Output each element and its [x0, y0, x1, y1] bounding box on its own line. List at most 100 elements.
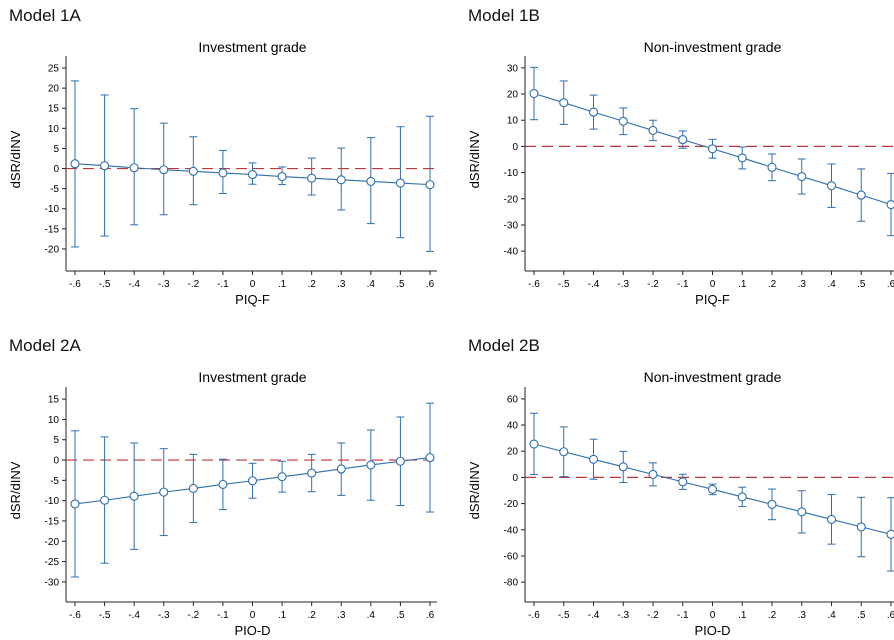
data-point — [737, 153, 747, 163]
data-point — [395, 456, 405, 466]
chart-title: Non-investment grade — [644, 39, 782, 55]
data-point — [188, 483, 198, 494]
x-tick-label: -.5 — [99, 279, 111, 290]
y-tick-label: -40 — [504, 247, 519, 258]
y-tick-label: 30 — [507, 63, 519, 74]
x-tick-label: .3 — [337, 279, 346, 290]
y-tick-label: 10 — [507, 116, 519, 127]
y-tick-label: 20 — [507, 447, 519, 458]
data-point — [307, 173, 317, 183]
x-tick-label: -.1 — [677, 279, 689, 290]
x-tick-label: -.1 — [677, 610, 689, 621]
data-point — [529, 88, 539, 99]
x-tick-label: -.3 — [158, 610, 170, 621]
y-axis-label: dSR/dINV — [8, 130, 23, 188]
data-point — [886, 529, 894, 539]
y-tick-label: 20 — [507, 90, 519, 101]
x-tick-label: .4 — [827, 279, 836, 290]
y-tick-label: 0 — [53, 456, 59, 467]
y-tick-label: -25 — [45, 557, 60, 568]
y-axis-label: dSR/dINV — [8, 461, 23, 519]
data-point — [856, 522, 866, 532]
x-tick-label: 0 — [710, 279, 716, 290]
chart-svg: Non-investment grade 30 20 10 0 -10 -20 -30 -40 -… — [467, 39, 894, 307]
chart-svg: Investment grade 25 20 15 10 5 0 -5 -10 -15 -20 -.6… — [8, 39, 437, 307]
chart-panel-model-1b: Model 1B Non-investment grade 30 20 10 0 -10 -… — [459, 0, 894, 318]
x-tick-label: -.4 — [128, 610, 140, 621]
x-tick-label: -.6 — [69, 279, 81, 290]
x-tick-label: -.2 — [187, 279, 199, 290]
data-point — [366, 176, 376, 186]
data-point — [856, 190, 866, 200]
x-tick-label: .4 — [367, 610, 376, 621]
data-point — [218, 479, 228, 489]
data-point — [425, 180, 435, 190]
data-point — [277, 472, 287, 482]
chart-title: Investment grade — [198, 39, 306, 55]
data-point — [70, 159, 80, 169]
x-tick-label: 0 — [250, 610, 256, 621]
x-tick-label: .5 — [396, 610, 405, 621]
x-tick-label: 0 — [710, 610, 716, 621]
model-label: Model 2A — [9, 336, 81, 355]
y-tick-label: 25 — [48, 64, 60, 75]
x-tick-label: -.1 — [217, 279, 229, 290]
x-tick-label: -.6 — [528, 610, 540, 621]
y-tick-label: 40 — [507, 421, 519, 432]
data-point — [737, 492, 747, 502]
y-tick-label: -5 — [50, 184, 59, 195]
x-tick-label: .2 — [768, 279, 777, 290]
y-tick-label: 10 — [48, 124, 60, 135]
x-tick-label: .1 — [278, 610, 287, 621]
x-tick-label: .6 — [887, 279, 894, 290]
data-point — [129, 491, 139, 501]
y-tick-label: 0 — [512, 473, 518, 484]
data-point — [678, 135, 688, 145]
y-tick-label: 5 — [53, 435, 59, 446]
data-point — [336, 464, 346, 474]
x-tick-label: .3 — [798, 279, 807, 290]
data-point — [559, 447, 569, 457]
y-axis-label: dSR/dINV — [467, 130, 482, 188]
y-tick-label: -15 — [45, 224, 60, 235]
data-point — [395, 178, 405, 188]
data-point — [767, 499, 777, 509]
x-tick-label: .3 — [337, 610, 346, 621]
y-tick-label: -80 — [504, 578, 519, 589]
y-tick-label: 60 — [507, 394, 519, 405]
chart-panel-model-2b: Model 2B Non-investment grade 60 40 20 0 -20 -… — [459, 330, 894, 638]
y-tick-label: 5 — [53, 144, 59, 155]
data-point — [277, 172, 287, 182]
data-point — [886, 199, 894, 210]
x-tick-label: -.6 — [69, 610, 81, 621]
x-tick-label: -.5 — [99, 610, 111, 621]
x-tick-label: .6 — [426, 279, 435, 290]
x-tick-label: -.4 — [588, 279, 600, 290]
data-point — [425, 453, 435, 463]
y-tick-label: -10 — [45, 204, 60, 215]
model-label: Model 2B — [468, 336, 540, 355]
x-tick-label: .1 — [738, 279, 747, 290]
data-point — [588, 107, 599, 117]
chart-svg: Non-investment grade 60 40 20 0 -20 -40 -60 -80 -… — [467, 369, 894, 638]
x-tick-label: -.3 — [158, 279, 170, 290]
y-tick-label: -5 — [50, 476, 59, 487]
chart-panel-model-2a: Model 2A Investment grade 15 10 5 0 -5 -10 -15 -… — [0, 330, 447, 638]
data-point — [559, 98, 569, 108]
y-tick-label: -20 — [45, 244, 60, 255]
y-tick-label: 0 — [53, 164, 59, 175]
x-tick-label: -.3 — [617, 279, 629, 290]
y-tick-label: -30 — [45, 577, 60, 588]
data-point — [188, 166, 198, 176]
data-point — [218, 168, 228, 178]
x-tick-label: -.1 — [217, 610, 229, 621]
y-tick-label: 10 — [48, 415, 60, 426]
y-tick-label: -10 — [45, 496, 60, 507]
model-label: Model 1A — [9, 6, 81, 25]
x-tick-label: .6 — [426, 610, 435, 621]
x-tick-label: -.2 — [187, 610, 199, 621]
data-point — [307, 468, 317, 478]
chart-svg: Investment grade 15 10 5 0 -5 -10 -15 -20 -25 -30 -… — [8, 369, 437, 638]
x-tick-label: -.4 — [588, 610, 600, 621]
x-tick-label: .2 — [307, 279, 316, 290]
